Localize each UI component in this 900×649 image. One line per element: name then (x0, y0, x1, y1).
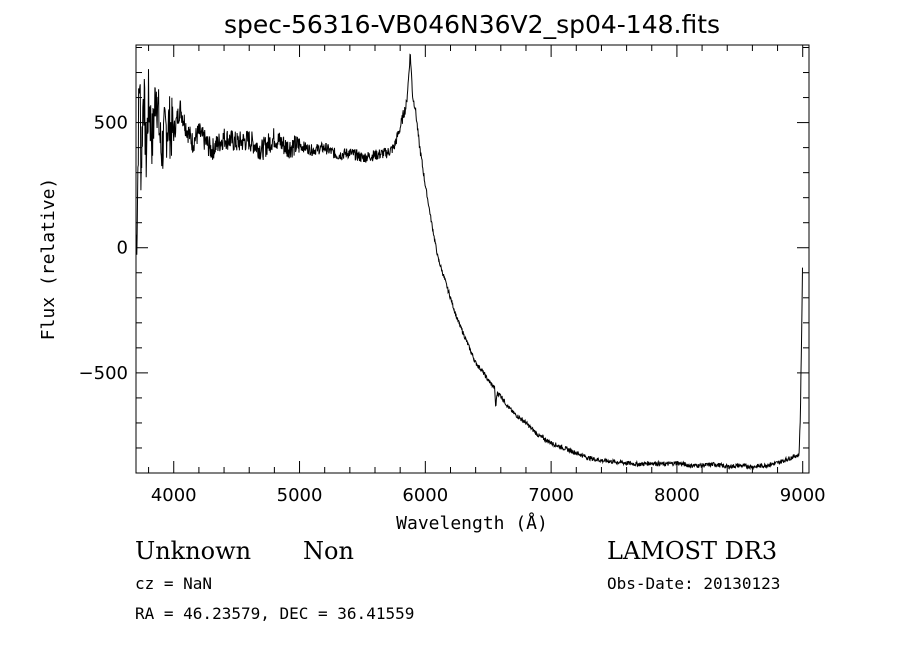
axis-ticks (136, 45, 809, 474)
y-tick-label: −500 (79, 363, 128, 384)
spectrum-line (135, 53, 803, 471)
redshift-label: cz = NaN (135, 574, 212, 593)
x-tick-label: 4000 (151, 485, 197, 506)
y-axis-label: Flux (relative) (38, 178, 59, 341)
x-tick-label: 6000 (402, 485, 448, 506)
obs-date-label: Obs-Date: 20130123 (607, 574, 780, 593)
y-tick-labels: 500 0 −500 (79, 113, 128, 384)
object-class: Unknown (135, 537, 251, 565)
y-tick-label: 500 (94, 113, 128, 134)
x-tick-labels: 4000 5000 6000 7000 8000 9000 (151, 485, 826, 506)
survey-label: LAMOST DR3 (607, 537, 777, 565)
x-tick-label: 8000 (654, 485, 700, 506)
x-tick-label: 9000 (780, 485, 826, 506)
x-axis-label: Wavelength (Å) (396, 512, 548, 534)
x-tick-label: 5000 (277, 485, 323, 506)
y-tick-label: 0 (117, 238, 128, 259)
chart-title: spec-56316-VB046N36V2_sp04-148.fits (224, 10, 720, 39)
coordinates-label: RA = 46.23579, DEC = 36.41559 (135, 604, 414, 623)
x-tick-label: 7000 (528, 485, 574, 506)
plot-frame (135, 44, 810, 474)
object-subclass: Non (303, 537, 354, 565)
